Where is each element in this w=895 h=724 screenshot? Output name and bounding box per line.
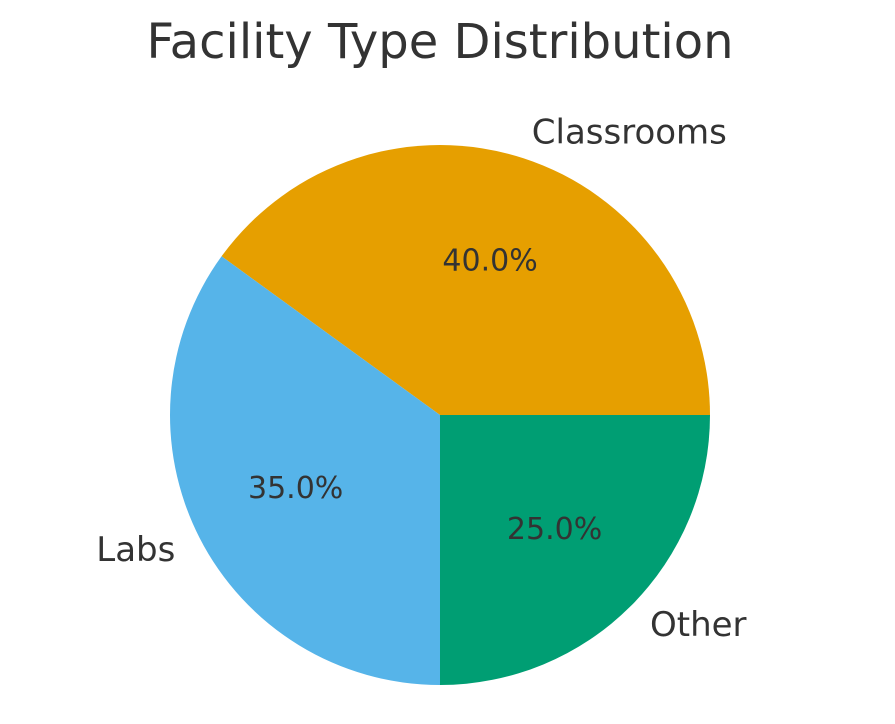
slice-labels: Classrooms Labs Other [96, 113, 746, 645]
slice-label-classrooms: Classrooms [532, 113, 727, 153]
percent-labels: 40.0% 35.0% 25.0% [248, 243, 602, 547]
chart-title: Facility Type Distribution [146, 14, 733, 70]
pie-slice-labs [169, 256, 440, 685]
pie-slice-other [440, 415, 710, 685]
percent-label-other: 25.0% [507, 512, 602, 547]
pie-slices [169, 144, 710, 685]
pie-slice-classrooms [221, 144, 710, 415]
percent-label-labs: 35.0% [248, 471, 343, 506]
percent-label-classrooms: 40.0% [442, 243, 537, 278]
slice-label-other: Other [650, 605, 747, 645]
slice-label-labs: Labs [96, 530, 175, 570]
